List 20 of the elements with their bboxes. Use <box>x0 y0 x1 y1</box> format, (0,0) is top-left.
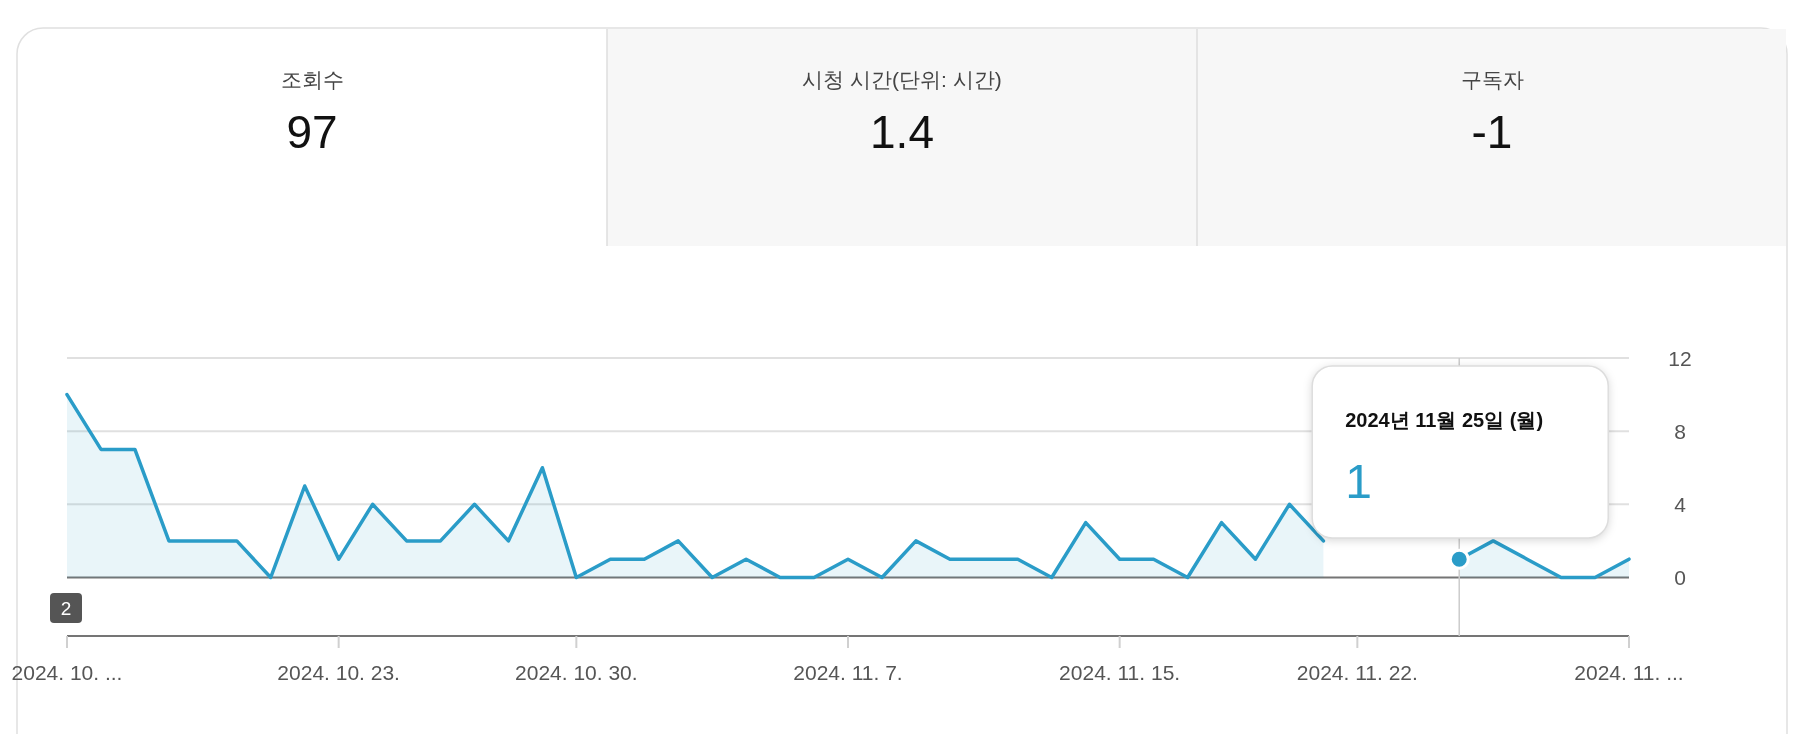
annotation: 1 <box>1345 455 1372 508</box>
x-tick-label: 2024. 11. ... <box>1574 661 1684 684</box>
data-label: 1.4 <box>870 106 934 158</box>
x-tick-label: 2024. 10. ... <box>11 661 123 684</box>
x-tick-label: 2024. 10. 23. <box>277 661 400 684</box>
y-tick-label: 8 <box>1674 420 1686 444</box>
category-label: 시청 시간(단위: 시간) <box>802 68 1002 91</box>
category-label: 조회수 <box>280 68 344 91</box>
category-label: 구독자 <box>1460 68 1524 91</box>
x-tick-label: 2024. 11. 15. <box>1059 661 1181 684</box>
x-tick-label: 2024. 11. 22. <box>1296 661 1418 684</box>
data-label: 97 <box>286 106 338 158</box>
annotation: 2 <box>60 598 72 619</box>
y-tick-label: 0 <box>1674 566 1686 590</box>
x-tick-label: 2024. 11. 7. <box>793 661 903 684</box>
x-tick-label: 2024. 10. 30. <box>515 661 638 684</box>
data-label: -1 <box>1471 106 1513 158</box>
y-tick-label: 4 <box>1674 493 1687 517</box>
annotation: 2024년 11월 25일 (월) <box>1345 409 1544 431</box>
y-tick-label: 12 <box>1668 347 1692 370</box>
